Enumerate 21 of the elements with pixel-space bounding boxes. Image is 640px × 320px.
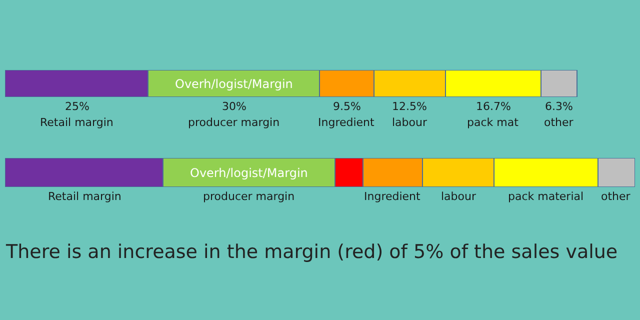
series-label: Retail margin — [40, 116, 114, 129]
series-label: pack material — [508, 190, 584, 203]
series-label: labour — [392, 116, 428, 129]
series-label: producer margin — [203, 190, 295, 203]
annotation: Overh/logist/Margin — [190, 166, 308, 180]
series-label: Ingredient — [364, 190, 422, 203]
series-label: producer margin — [188, 116, 280, 129]
series-label: other — [601, 190, 631, 203]
series-label: labour — [441, 190, 476, 203]
series-label: Retail margin — [48, 190, 122, 203]
text: There is an increase in the margin (red) of 5% of the sales value — [5, 241, 618, 263]
data-label: 9.5% — [333, 100, 361, 113]
data-label: 6.3% — [545, 100, 573, 113]
series-label: pack mat — [467, 116, 520, 129]
series-label: other — [544, 116, 574, 129]
annotation: Overh/logist/Margin — [175, 77, 293, 91]
data-label: 16.7% — [476, 100, 511, 113]
data-label: 25% — [65, 100, 90, 113]
data-label: 12.5% — [392, 100, 427, 113]
data-label: 30% — [222, 100, 246, 113]
series-label: Ingredient — [318, 116, 376, 129]
